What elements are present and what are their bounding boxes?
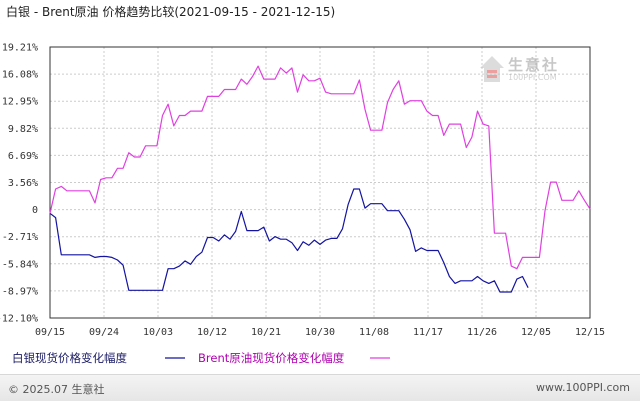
watermark-logo: 生意社 100PPI.COM [478, 54, 578, 90]
y-tick-label: -2.71% [2, 232, 38, 243]
legend-item-brent-label: Brent原油现货价格变化幅度 [198, 351, 345, 365]
y-axis-tick-labels: 19.21% 16.08% 12.95% 9.82% 6.69% 3.56% 0 -2.71%… [0, 43, 38, 325]
watermark-name: 生意社 [508, 56, 560, 74]
x-tick-label: 12/15 [575, 327, 605, 338]
x-tick-label: 10/30 [305, 327, 335, 338]
x-tick-label: 10/21 [251, 327, 281, 338]
footer-site-link[interactable]: www.100PPI.com [536, 381, 630, 394]
y-tick-label: -12.10% [0, 314, 38, 325]
x-tick-label: 09/15 [35, 327, 65, 338]
house-logo-icon [480, 56, 504, 82]
chart-title: 白银 - Brent原油 价格趋势比较(2021-09-15 - 2021-12… [6, 5, 336, 19]
x-tick-label: 10/03 [143, 327, 173, 338]
x-axis-tick-labels: 09/15 09/24 10/03 10/12 10/21 10/30 11/08 11/17… [35, 327, 605, 338]
y-tick-label: 16.08% [2, 70, 38, 81]
y-tick-label: 12.95% [2, 97, 38, 108]
y-tick-label: 6.69% [8, 151, 38, 162]
x-tick-label: 11/08 [359, 327, 389, 338]
legend-item-silver-label: 白银现货价格变化幅度 [12, 351, 127, 365]
x-tick-label: 09/24 [89, 327, 119, 338]
footer-copyright: © 2025.07 生意社 [8, 383, 105, 396]
x-tick-label: 10/12 [197, 327, 227, 338]
plot-area [49, 65, 591, 293]
footer: © 2025.07 生意社 www.100PPI.com [0, 374, 640, 401]
y-tick-label: 0 [32, 205, 38, 216]
y-tick-label: 3.56% [8, 178, 38, 189]
y-tick-label: 9.82% [8, 124, 38, 135]
y-tick-label: 19.21% [2, 43, 38, 54]
y-tick-label: -5.84% [2, 259, 38, 270]
x-tick-label: 12/05 [521, 327, 551, 338]
y-tick-label: -8.97% [2, 286, 38, 297]
legend: 白银现货价格变化幅度 Brent原油现货价格变化幅度 [12, 351, 390, 365]
series-line-silver [49, 188, 529, 293]
x-tick-label: 11/17 [413, 327, 443, 338]
plot-border [49, 46, 591, 319]
axes [49, 46, 591, 319]
watermark-url: 100PPI.COM [508, 73, 557, 82]
series-line-brent [49, 65, 591, 270]
x-tick-label: 11/26 [467, 327, 497, 338]
